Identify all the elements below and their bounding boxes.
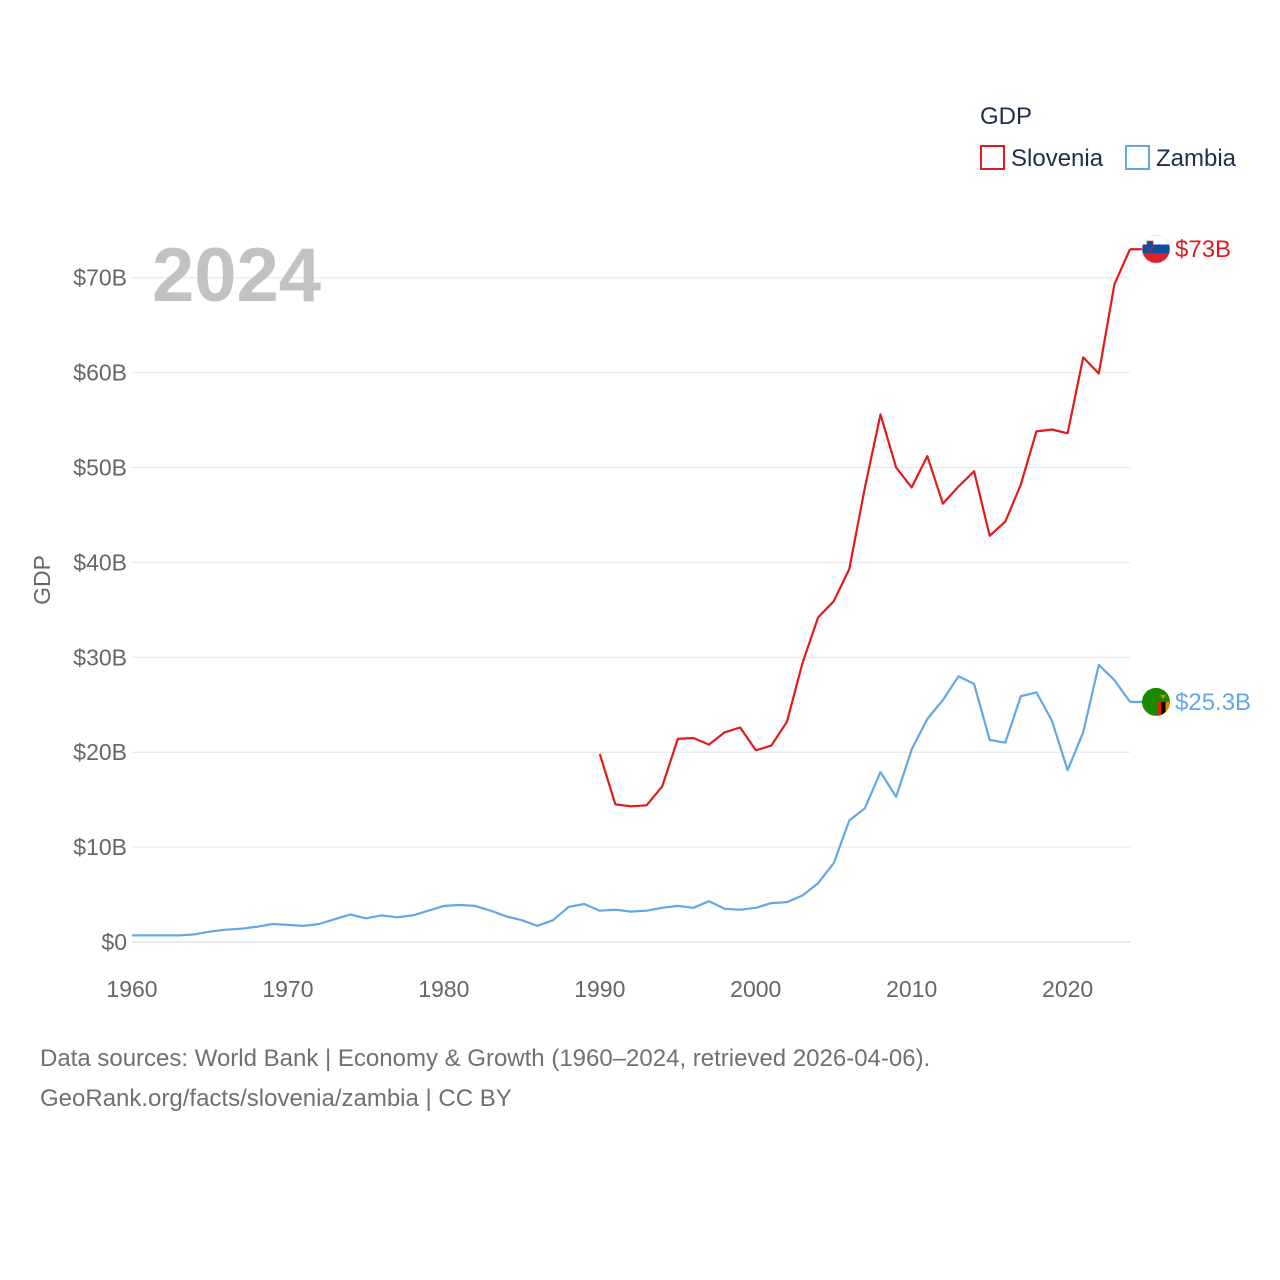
x-tick-label: 2020 — [1042, 976, 1093, 1002]
legend-item-zambia[interactable]: Zambia — [1125, 145, 1237, 172]
slovenia-flag-icon — [1141, 234, 1171, 264]
y-tick-label: $30B — [73, 644, 127, 670]
x-tick-label: 1990 — [574, 976, 625, 1002]
series-layer — [132, 248, 1148, 937]
x-tick-label: 2000 — [730, 976, 781, 1002]
x-tick-label: 1980 — [418, 976, 469, 1002]
legend-swatch-slovenia — [980, 145, 1005, 170]
year-label: 2024 — [152, 233, 321, 318]
y-tick-label: $70B — [73, 265, 127, 291]
footer-attribution: GeoRank.org/facts/slovenia/zambia | CC B… — [40, 1085, 512, 1112]
y-tick-label: $40B — [73, 549, 127, 575]
legend-title: GDP — [980, 103, 1032, 130]
y-tick-label: $50B — [73, 455, 127, 481]
x-tick-label: 2010 — [886, 976, 937, 1002]
y-axis-ticks: $0 $10B $20B $30B $40B $50B $60B $70B — [73, 265, 127, 955]
y-axis-label: GDP — [29, 555, 55, 605]
y-tick-label: $20B — [73, 739, 127, 765]
zambia-end-value-label: $25.3B — [1175, 689, 1251, 716]
gridlines — [132, 277, 1130, 943]
y-tick-label: $10B — [73, 834, 127, 860]
slovenia-end-value-label: $73B — [1175, 236, 1231, 263]
legend-label-slovenia: Slovenia — [1011, 145, 1104, 172]
gdp-line-chart: $0$10B$20B$30B$40B$50B$60B$70B 1960 1970 1… — [29, 103, 1251, 1002]
y-tick-label: $60B — [73, 360, 127, 386]
series-line-zambia — [132, 663, 1131, 937]
legend-label-zambia: Zambia — [1156, 145, 1237, 172]
footer-sources: Data sources: World Bank | Economy & Gro… — [40, 1045, 931, 1072]
legend: GDP Slovenia Zambia — [980, 103, 1237, 172]
x-axis-ticks: 1960 1970 1980 1990 2000 2010 2020 — [106, 976, 1093, 1002]
legend-swatch-zambia — [1125, 145, 1150, 170]
series-line-slovenia — [598, 248, 1132, 808]
zambia-flag-icon — [1142, 687, 1170, 716]
x-tick-label: 1960 — [106, 976, 157, 1002]
legend-item-slovenia[interactable]: Slovenia — [980, 145, 1104, 172]
x-tick-label: 1970 — [262, 976, 313, 1002]
y-tick-label: $0 — [101, 929, 127, 955]
